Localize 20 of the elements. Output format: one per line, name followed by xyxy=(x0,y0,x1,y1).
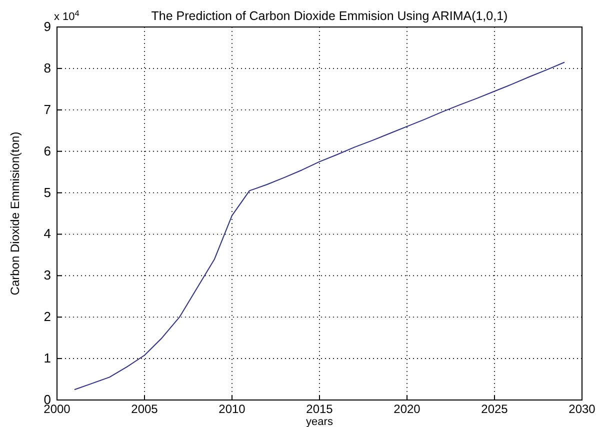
y-tick-label: 4 xyxy=(44,226,51,242)
x-tick-label: 2015 xyxy=(306,402,334,416)
y-tick-label: 8 xyxy=(44,60,51,76)
y-tick-label: 3 xyxy=(44,268,51,283)
x-tick-label: 2030 xyxy=(568,402,596,416)
x-tick-label: 2005 xyxy=(131,402,158,416)
y-tick-label: 1 xyxy=(44,350,51,366)
y-axis-title: Carbon Dioxide Emmision(ton) xyxy=(8,132,22,296)
x-tick-label: 2010 xyxy=(218,402,246,416)
chart-title: The Prediction of Carbon Dioxide Emmision Using ARIMA(1,0,1) xyxy=(151,9,508,23)
x-tick-label: 2020 xyxy=(394,402,421,416)
y-tick-label: 2 xyxy=(44,309,51,324)
x-axis-title: years xyxy=(306,416,334,427)
text: x 10$^{4}$ xyxy=(54,8,80,23)
y-tick-label: 7 xyxy=(44,102,51,117)
x-tick-label: 2025 xyxy=(481,402,508,416)
y-tick-label: 6 xyxy=(44,143,51,158)
y-tick-label: 5 xyxy=(44,184,51,200)
line-series xyxy=(74,62,565,390)
y-tick-label: 9 xyxy=(44,19,51,34)
